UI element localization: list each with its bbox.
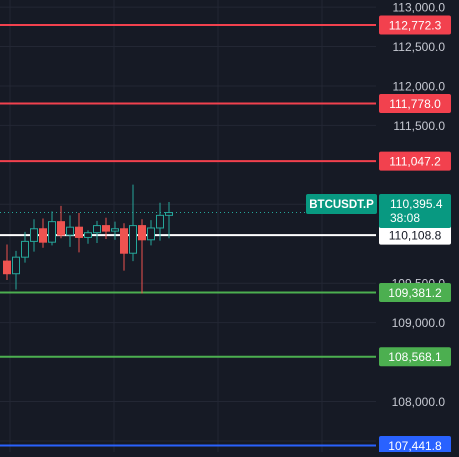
candle[interactable]	[138, 219, 146, 294]
candle-body-up	[93, 225, 101, 234]
level-badge-resistance	[379, 93, 451, 113]
candle-body-down	[57, 221, 65, 236]
level-price-label: 112,772.3	[389, 19, 442, 33]
level-badges: 112,772.3 111,778.0 111,047.2 110,108.8 109,…	[379, 15, 451, 456]
level-price-label: 108,568.1	[388, 350, 442, 364]
candle[interactable]	[57, 205, 65, 239]
price-tick-label: 113,000.0	[393, 1, 446, 15]
price-tick-label: 112,500.0	[393, 40, 446, 54]
candle[interactable]	[93, 220, 101, 243]
last-price: 110,395.4	[390, 197, 443, 211]
candle-body-up	[129, 225, 137, 254]
candle-body-up	[156, 214, 164, 229]
candle[interactable]	[12, 250, 20, 290]
candle-body-up	[111, 228, 119, 232]
grid-lines	[0, 0, 376, 452]
level-price-label: 111,778.0	[389, 97, 441, 111]
candle[interactable]	[84, 230, 92, 244]
price-tick-label: 108,000.0	[392, 395, 446, 409]
candle-body-down	[39, 228, 47, 243]
candle[interactable]	[30, 219, 38, 252]
level-price-label: 107,441.8	[388, 439, 442, 452]
candle[interactable]	[165, 201, 173, 239]
last-price-badge	[379, 194, 451, 228]
candle-body-down	[120, 228, 128, 254]
candle-body-up	[30, 228, 38, 242]
candle[interactable]	[48, 211, 56, 246]
candle[interactable]	[120, 223, 128, 271]
level-price-label: 109,381.2	[388, 286, 442, 300]
candle-body-up	[84, 232, 92, 238]
candle-body-down	[138, 225, 146, 241]
candles[interactable]	[3, 184, 173, 294]
price-tick-label: 112,000.0	[393, 79, 446, 93]
level-price-label: 111,047.2	[389, 155, 441, 169]
candle-body-up	[48, 221, 56, 243]
candle[interactable]	[102, 217, 110, 240]
candle[interactable]	[147, 220, 155, 246]
ticker-badge	[306, 194, 377, 214]
candle-body-up	[12, 256, 20, 275]
candle-body-down	[75, 226, 83, 238]
candle-countdown: 38:08	[390, 211, 420, 225]
candle-body-up	[21, 240, 29, 258]
level-badge-resistance	[379, 151, 451, 171]
ticker-label-group: BTCUSDT.P 110,395.4 38:08	[306, 194, 451, 228]
ticker-symbol: BTCUSDT.P	[309, 199, 374, 211]
candle[interactable]	[129, 184, 137, 262]
candle[interactable]	[21, 231, 29, 263]
level-badge-deep_support	[379, 436, 451, 456]
price-tick-label: 109,000.0	[392, 316, 446, 330]
candle[interactable]	[66, 215, 74, 247]
candle[interactable]	[111, 221, 119, 240]
level-badge-resistance	[379, 15, 451, 35]
level-badge-support	[379, 347, 451, 367]
candle[interactable]	[3, 244, 11, 281]
candle[interactable]	[39, 218, 47, 248]
level-price-label: 110,108.8	[389, 229, 442, 243]
price-levels[interactable]	[0, 24, 376, 447]
candle-body-up	[147, 227, 155, 241]
level-badge-support	[379, 283, 451, 303]
candle-body-down	[102, 225, 110, 232]
level-badge-current	[379, 225, 451, 245]
candle-body-up	[66, 226, 74, 236]
candle-body-down	[3, 260, 11, 275]
price-tick-label: 111,500.0	[393, 119, 445, 133]
candle[interactable]	[156, 202, 164, 241]
candle[interactable]	[75, 212, 83, 253]
candle-body-up	[165, 212, 173, 216]
